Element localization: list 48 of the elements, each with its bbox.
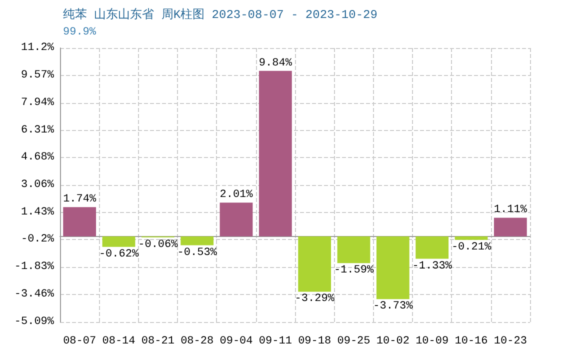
data-label: 9.84% [258,57,292,70]
bar [298,236,332,292]
x-tick-label: 09-11 [258,336,292,348]
y-tick-label: 9.57% [20,69,54,82]
y-tick-label: 4.68% [20,152,54,164]
x-tick-label: 08-14 [102,336,136,348]
chart-subtitle: 99.9% [63,26,96,38]
y-tick-label: -3.46% [14,288,54,301]
bar [180,236,214,246]
data-label: 2.01% [220,189,254,202]
data-label: -0.06% [138,238,178,251]
bar [258,70,292,236]
data-label: -1.59% [334,264,374,277]
chart-title: 纯苯 山东山东省 周K柱图 2023-08-07 - 2023-10-29 [63,7,378,22]
bar [454,236,488,240]
x-tick-label: 10-02 [376,336,410,348]
bar [102,236,136,247]
data-label: 1.74% [63,194,96,206]
x-tick-label: 09-25 [337,336,370,348]
x-tick-label: 08-21 [141,336,175,348]
x-tick-label: 09-18 [298,336,332,348]
bar [494,218,527,236]
y-tick-label: 6.31% [20,124,54,136]
bar [63,207,96,236]
x-tick-label: 10-16 [454,336,488,348]
data-label: -1.33% [412,260,452,272]
x-tick-label: 10-09 [416,336,449,348]
data-label: -3.29% [294,293,335,306]
bar [416,236,449,259]
data-label: 1.11% [494,204,528,216]
bar [376,236,410,300]
y-tick-label: 1.43% [20,206,54,218]
data-label: -3.73% [373,300,414,313]
y-tick-label: 7.94% [20,96,54,109]
y-tick-label: 11.2% [20,42,54,54]
y-tick-label: 3.06% [20,178,54,191]
x-tick-label: 08-28 [180,336,214,348]
y-tick-label: -5.09% [14,316,54,328]
y-tick-label: -1.83% [14,261,54,274]
data-label: -0.21% [451,241,492,254]
y-tick-label: -0.2% [20,234,54,246]
x-tick-label: 10-23 [494,336,527,348]
x-tick-label: 08-07 [63,336,96,348]
bar [220,202,253,236]
bar [337,236,370,264]
x-tick-label: 09-04 [220,336,254,348]
data-label: -0.53% [177,246,218,259]
data-label: -0.62% [98,248,139,260]
